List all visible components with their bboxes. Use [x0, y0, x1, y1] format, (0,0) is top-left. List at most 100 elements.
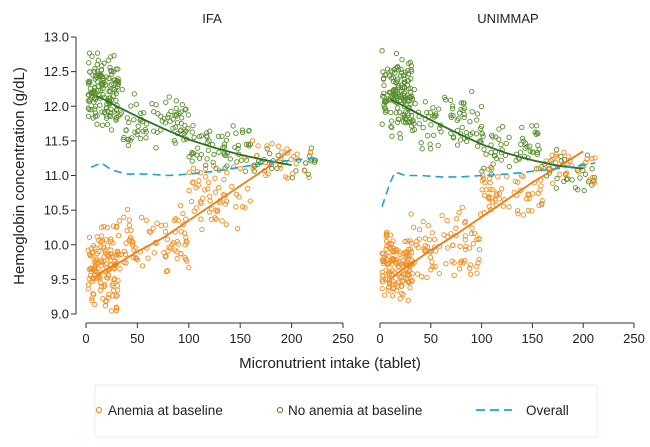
point-anemia	[451, 272, 457, 278]
point-no-anemia	[499, 124, 506, 130]
point-anemia	[170, 239, 177, 246]
point-no-anemia	[392, 70, 398, 76]
point-no-anemia	[123, 127, 129, 133]
point-no-anemia	[448, 112, 454, 118]
point-no-anemia	[95, 83, 101, 89]
point-anemia	[147, 229, 153, 235]
point-no-anemia	[397, 109, 403, 115]
point-no-anemia	[461, 114, 467, 121]
point-anemia	[550, 180, 556, 186]
point-no-anemia	[527, 143, 533, 149]
fit-line-anemia	[95, 148, 293, 277]
point-no-anemia	[111, 86, 117, 92]
point-no-anemia	[405, 119, 411, 126]
point-no-anemia	[416, 121, 422, 127]
y-tick-label: 13.0	[44, 30, 69, 45]
point-anemia	[499, 186, 505, 192]
point-anemia	[496, 196, 502, 202]
point-no-anemia	[233, 130, 239, 136]
point-anemia	[462, 218, 469, 225]
point-anemia	[216, 185, 222, 191]
point-no-anemia	[383, 99, 389, 105]
overall-line	[381, 162, 596, 207]
point-anemia	[445, 245, 451, 251]
point-no-anemia	[97, 102, 103, 108]
point-anemia	[143, 217, 150, 223]
point-no-anemia	[534, 151, 541, 158]
point-no-anemia	[179, 101, 185, 108]
point-anemia	[487, 186, 493, 193]
point-no-anemia	[411, 86, 417, 93]
point-no-anemia	[430, 105, 436, 111]
point-anemia	[489, 166, 495, 172]
x-tick-label: 50	[130, 331, 144, 346]
point-no-anemia	[591, 174, 598, 181]
point-anemia	[123, 260, 129, 266]
point-anemia	[500, 203, 507, 209]
point-anemia	[487, 180, 493, 186]
point-anemia	[405, 279, 412, 286]
point-no-anemia	[107, 112, 113, 119]
point-anemia	[255, 143, 261, 149]
point-anemia	[102, 303, 109, 309]
point-no-anemia	[308, 145, 314, 151]
point-no-anemia	[224, 131, 231, 137]
point-anemia	[397, 251, 403, 258]
point-anemia	[130, 255, 136, 261]
point-anemia	[535, 165, 542, 172]
point-no-anemia	[518, 141, 524, 147]
point-anemia	[275, 143, 282, 149]
point-no-anemia	[459, 124, 465, 131]
x-axis-title: Micronutrient intake (tablet)	[239, 355, 421, 372]
point-anemia	[402, 254, 408, 260]
point-anemia	[450, 242, 456, 248]
point-no-anemia	[460, 107, 466, 113]
point-no-anemia	[435, 142, 441, 149]
point-no-anemia	[379, 121, 385, 127]
point-anemia	[113, 224, 120, 230]
point-anemia	[408, 249, 415, 255]
point-no-anemia	[155, 111, 161, 117]
point-anemia	[180, 210, 186, 217]
point-no-anemia	[522, 140, 529, 146]
point-no-anemia	[196, 155, 203, 161]
point-anemia	[219, 218, 225, 224]
point-anemia	[101, 223, 107, 230]
point-anemia	[386, 271, 393, 278]
point-anemia	[414, 271, 421, 277]
point-anemia	[277, 165, 284, 171]
point-no-anemia	[394, 105, 401, 111]
point-anemia	[396, 258, 402, 265]
point-no-anemia	[165, 114, 171, 120]
point-anemia	[196, 177, 202, 184]
point-no-anemia	[111, 53, 117, 59]
point-no-anemia	[128, 103, 134, 109]
point-anemia	[177, 202, 184, 209]
point-anemia	[126, 222, 133, 228]
point-no-anemia	[424, 109, 430, 116]
point-anemia	[221, 176, 227, 183]
point-anemia	[122, 251, 129, 257]
point-no-anemia	[379, 48, 385, 54]
point-no-anemia	[492, 153, 498, 159]
point-anemia	[408, 211, 414, 217]
point-no-anemia	[450, 112, 456, 119]
point-anemia	[379, 285, 385, 292]
point-anemia	[98, 224, 105, 230]
point-no-anemia	[99, 109, 105, 115]
point-no-anemia	[87, 79, 93, 86]
point-anemia	[520, 212, 526, 218]
point-no-anemia	[189, 158, 195, 164]
point-anemia	[396, 264, 402, 270]
point-anemia	[110, 223, 117, 229]
point-no-anemia	[431, 132, 437, 138]
y-tick-label: 11.0	[45, 168, 69, 183]
point-anemia	[90, 249, 96, 255]
point-anemia	[399, 290, 405, 297]
point-anemia	[158, 223, 164, 229]
point-anemia	[400, 277, 407, 284]
point-no-anemia	[401, 96, 407, 102]
point-anemia	[306, 174, 312, 180]
point-no-anemia	[171, 138, 178, 144]
